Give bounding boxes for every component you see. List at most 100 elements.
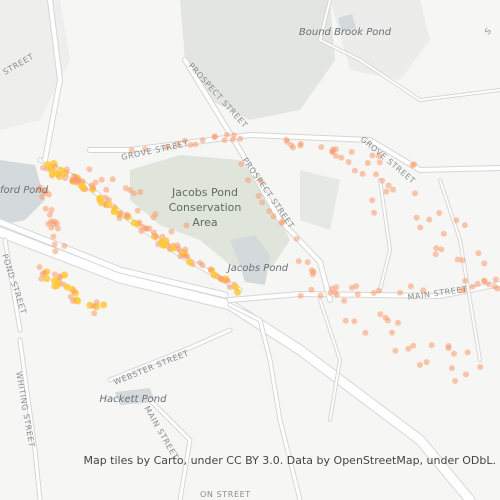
heat-dot (63, 166, 70, 173)
heat-dot (477, 364, 484, 370)
heat-dot (317, 292, 324, 299)
area-label: Conservation (169, 201, 242, 214)
heat-dot (43, 275, 51, 283)
heat-dot (379, 177, 386, 184)
heat-dot (70, 298, 76, 304)
heat-dot (332, 289, 339, 296)
heat-dot (116, 215, 123, 222)
heat-dot (416, 361, 423, 368)
heat-dot (48, 207, 55, 213)
heat-dot (463, 371, 469, 378)
heat-dot (383, 188, 390, 195)
road (0, 219, 228, 298)
heat-dot (283, 136, 290, 143)
heat-dot (192, 141, 199, 148)
heat-dot (295, 258, 302, 265)
heat-dot (109, 176, 116, 183)
heat-dot (351, 167, 358, 174)
heat-dot (436, 210, 443, 216)
heat-dot (77, 182, 85, 190)
heat-dot (351, 318, 358, 325)
heat-dot (474, 280, 481, 287)
incident-dots (36, 131, 500, 384)
heat-dot (458, 287, 465, 294)
heat-dot (353, 283, 360, 290)
heat-dot (369, 197, 376, 204)
heat-dot (226, 284, 233, 290)
heat-dot (93, 299, 100, 306)
heat-dot (98, 176, 105, 183)
heat-dot (481, 278, 488, 285)
heat-dot (426, 216, 433, 223)
heat-dot (137, 189, 144, 195)
heat-dot (223, 277, 230, 284)
heat-dot (86, 166, 93, 173)
heat-dot (342, 317, 349, 324)
heat-dot (197, 259, 203, 266)
heat-dot (56, 274, 63, 281)
heat-dot (278, 218, 285, 225)
heat-dot (412, 190, 418, 197)
heat-dot (451, 350, 457, 357)
heat-dot (146, 225, 153, 232)
heat-dot (364, 160, 371, 166)
heat-dot (433, 245, 440, 252)
heat-dot (411, 161, 418, 168)
road (43, 0, 62, 162)
road (228, 303, 302, 500)
heat-dot (96, 194, 104, 202)
heat-dot (389, 329, 395, 336)
heat-dot (53, 220, 60, 227)
heat-dot (51, 282, 59, 290)
road (88, 133, 500, 172)
heat-dot (52, 169, 60, 177)
heat-dot (257, 178, 264, 185)
heat-dot (362, 329, 369, 336)
heat-dot (123, 213, 130, 220)
heat-dot (152, 211, 159, 217)
heat-dot (39, 193, 46, 200)
heat-dot (55, 225, 61, 232)
heat-dot (395, 319, 401, 326)
heat-dot (359, 170, 366, 177)
heat-dot (37, 184, 44, 191)
heat-dot (187, 141, 194, 148)
heat-dot (174, 141, 181, 148)
area-label: Area (192, 216, 217, 229)
heat-dot (338, 154, 345, 161)
heat-dot (371, 209, 378, 216)
road (148, 398, 192, 500)
heat-dot (41, 269, 48, 276)
heat-dot (304, 259, 311, 266)
heat-dot (309, 271, 316, 278)
heat-dot (182, 253, 189, 260)
heat-dot (329, 148, 336, 155)
heat-dot (348, 148, 355, 155)
heat-dot (52, 163, 59, 170)
heat-dot (110, 208, 118, 216)
heat-dot (297, 292, 304, 299)
heat-dot (481, 260, 488, 267)
attribution: Map tiles by Carto, under CC BY 3.0. Dat… (83, 454, 496, 467)
heat-dot (181, 137, 188, 144)
heat-dot (454, 256, 461, 263)
heat-dot (163, 144, 170, 150)
heat-dot (90, 184, 96, 191)
heat-dot (440, 230, 447, 237)
heat-dot (221, 137, 228, 143)
heat-dot (397, 289, 404, 296)
heat-dot (142, 146, 149, 152)
heat-dot (448, 365, 455, 372)
heat-dot (229, 136, 236, 143)
heat-dot (74, 297, 82, 305)
heat-dot (494, 285, 500, 292)
heat-dot (417, 224, 424, 231)
heat-dot (492, 276, 499, 283)
heat-dot (36, 264, 43, 271)
road (319, 0, 500, 101)
heat-dot (70, 288, 77, 295)
heat-dot (245, 177, 252, 184)
heat-dot (177, 253, 184, 260)
